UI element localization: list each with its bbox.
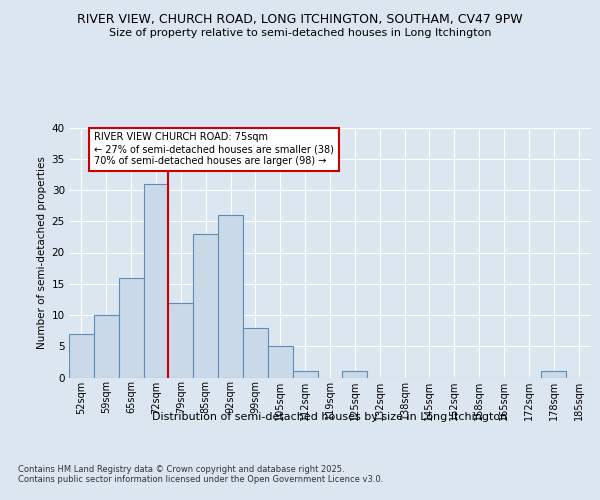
Text: RIVER VIEW CHURCH ROAD: 75sqm
← 27% of semi-detached houses are smaller (38)
70%: RIVER VIEW CHURCH ROAD: 75sqm ← 27% of s… (94, 132, 334, 166)
Bar (143, 184, 169, 378)
Bar (268, 346, 293, 378)
Text: Size of property relative to semi-detached houses in Long Itchington: Size of property relative to semi-detach… (109, 28, 491, 38)
Bar (193, 234, 218, 378)
Text: RIVER VIEW, CHURCH ROAD, LONG ITCHINGTON, SOUTHAM, CV47 9PW: RIVER VIEW, CHURCH ROAD, LONG ITCHINGTON… (77, 12, 523, 26)
Bar (218, 215, 243, 378)
Bar (293, 371, 317, 378)
Y-axis label: Number of semi-detached properties: Number of semi-detached properties (37, 156, 47, 349)
Bar (94, 315, 119, 378)
Bar (169, 302, 193, 378)
Bar (343, 371, 367, 378)
Bar (69, 334, 94, 378)
Text: Distribution of semi-detached houses by size in Long Itchington: Distribution of semi-detached houses by … (152, 412, 508, 422)
Text: Contains HM Land Registry data © Crown copyright and database right 2025.
Contai: Contains HM Land Registry data © Crown c… (18, 465, 383, 484)
Bar (243, 328, 268, 378)
Bar (541, 371, 566, 378)
Bar (119, 278, 143, 378)
